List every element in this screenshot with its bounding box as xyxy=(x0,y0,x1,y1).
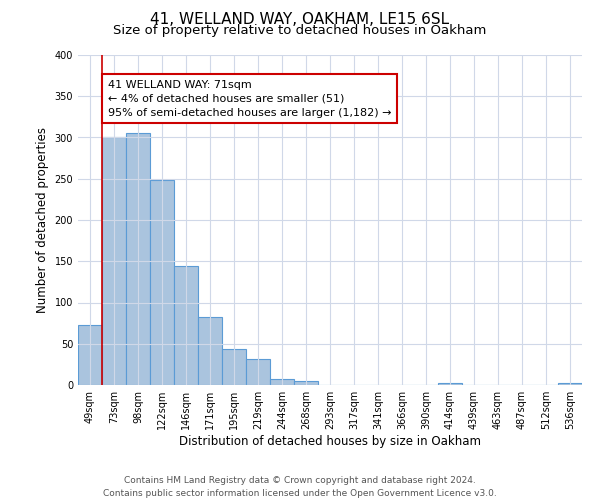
Text: 41 WELLAND WAY: 71sqm
← 4% of detached houses are smaller (51)
95% of semi-detac: 41 WELLAND WAY: 71sqm ← 4% of detached h… xyxy=(108,80,392,118)
Bar xyxy=(438,382,462,385)
Bar xyxy=(78,325,102,385)
Bar xyxy=(222,348,246,385)
Bar xyxy=(294,381,318,385)
Bar xyxy=(150,180,174,385)
Bar xyxy=(558,384,582,385)
Bar xyxy=(174,266,198,385)
Text: Contains HM Land Registry data © Crown copyright and database right 2024.
Contai: Contains HM Land Registry data © Crown c… xyxy=(103,476,497,498)
Bar xyxy=(246,358,270,385)
X-axis label: Distribution of detached houses by size in Oakham: Distribution of detached houses by size … xyxy=(179,435,481,448)
Bar xyxy=(102,138,126,385)
Bar xyxy=(126,134,150,385)
Y-axis label: Number of detached properties: Number of detached properties xyxy=(36,127,49,313)
Bar xyxy=(198,316,222,385)
Text: Size of property relative to detached houses in Oakham: Size of property relative to detached ho… xyxy=(113,24,487,37)
Text: 41, WELLAND WAY, OAKHAM, LE15 6SL: 41, WELLAND WAY, OAKHAM, LE15 6SL xyxy=(151,12,449,28)
Bar xyxy=(270,379,294,385)
